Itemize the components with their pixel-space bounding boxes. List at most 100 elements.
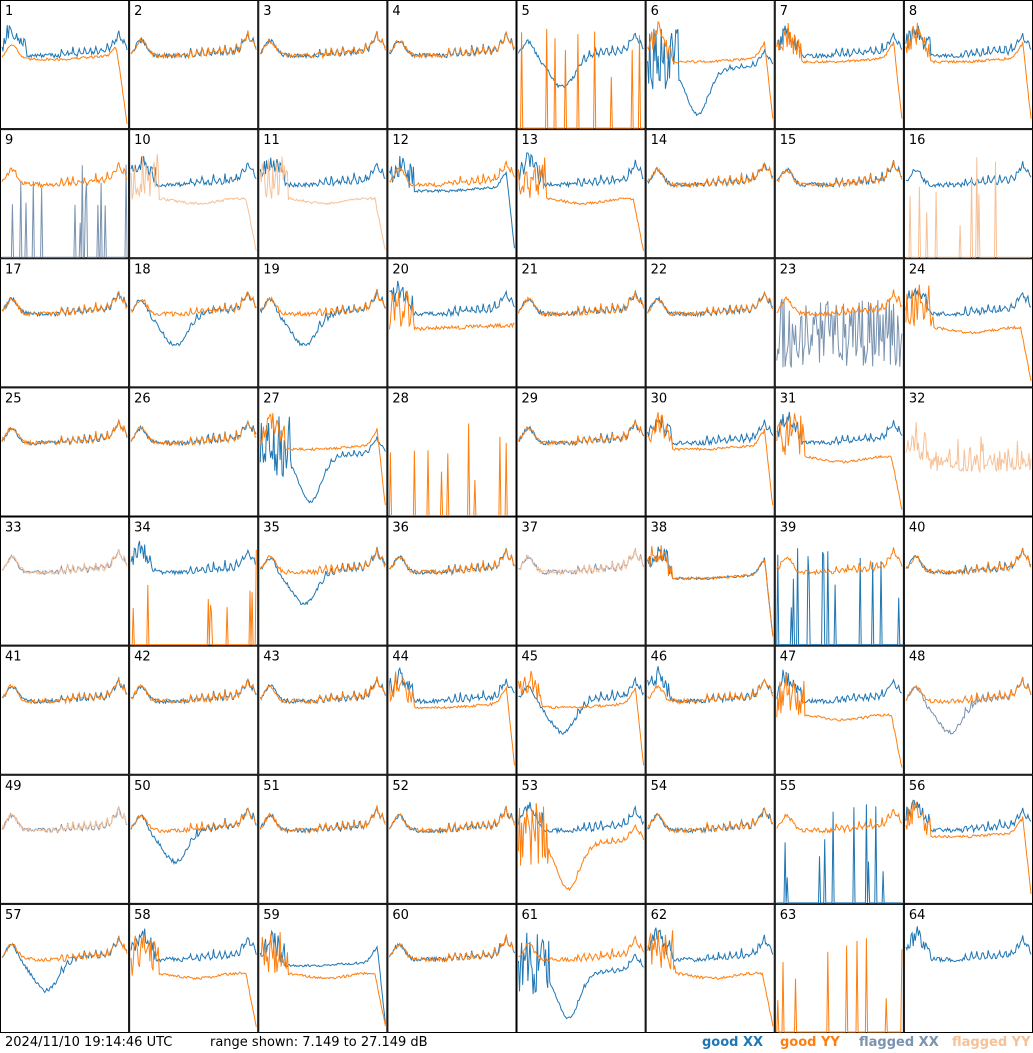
series-yy-14 xyxy=(647,163,774,189)
series-yy-15 xyxy=(776,160,903,189)
panel-21: 21 xyxy=(516,258,646,388)
panel-46: 46 xyxy=(645,645,775,775)
panel-label: 27 xyxy=(263,391,280,406)
panel-label: 13 xyxy=(522,133,539,148)
panel-label: 12 xyxy=(392,133,409,148)
series-xx-9 xyxy=(2,164,128,258)
series-xx-34 xyxy=(130,540,257,576)
series-xx-44 xyxy=(388,666,515,705)
panel-border xyxy=(0,645,130,775)
panel-label: 35 xyxy=(263,521,280,536)
series-yy-61 xyxy=(518,934,645,963)
panel-19: 19 xyxy=(258,258,388,388)
panel-6: 6 xyxy=(645,0,775,130)
series-xx-10 xyxy=(130,156,257,188)
series-yy-16 xyxy=(905,157,1031,258)
panel-58: 58 xyxy=(129,903,259,1033)
series-yy-53 xyxy=(518,803,645,892)
panel-4: 4 xyxy=(387,0,517,130)
panel-9: 9 xyxy=(0,129,130,259)
legend-good-xx: good XX xyxy=(702,1035,764,1050)
range-text: range shown: 7.149 to 27.149 dB xyxy=(210,1035,428,1050)
panel-63: 63 xyxy=(774,903,904,1033)
series-xx-27 xyxy=(259,416,386,504)
series-xx-58 xyxy=(130,928,257,963)
panel-border xyxy=(774,516,904,646)
panel-border xyxy=(0,258,130,388)
series-yy-3 xyxy=(260,31,386,60)
panel-label: 10 xyxy=(134,133,151,148)
panel-border xyxy=(129,129,259,259)
series-xx-30 xyxy=(647,416,774,447)
series-yy-40 xyxy=(905,548,1032,576)
panel-border xyxy=(903,129,1033,259)
panel-52: 52 xyxy=(387,774,517,904)
panel-label: 7 xyxy=(780,4,788,19)
panel-61: 61 xyxy=(516,903,646,1033)
series-xx-1 xyxy=(1,24,128,59)
panel-border xyxy=(129,774,259,904)
panel-label: 22 xyxy=(651,262,668,277)
panel-label: 29 xyxy=(522,391,539,406)
panel-border xyxy=(129,645,259,775)
series-yy-59 xyxy=(259,932,386,1027)
panel-border xyxy=(387,903,517,1033)
panel-34: 34 xyxy=(129,516,259,646)
panel-border xyxy=(774,129,904,259)
panel-border xyxy=(129,387,259,517)
panel-24: 24 xyxy=(903,258,1033,388)
panel-border xyxy=(516,258,646,388)
series-xx-43 xyxy=(259,679,386,705)
series-xx-36 xyxy=(389,547,515,577)
series-yy-45 xyxy=(518,670,645,766)
panel-border xyxy=(258,258,388,388)
series-yy-11 xyxy=(259,156,386,250)
series-yy-18 xyxy=(130,292,257,317)
panel-label: 28 xyxy=(392,391,409,406)
series-xx-64 xyxy=(905,926,1032,964)
series-xx-26 xyxy=(130,419,257,447)
series-xx-19 xyxy=(259,289,386,347)
series-xx-16 xyxy=(905,161,1032,189)
panel-label: 19 xyxy=(263,262,280,277)
series-yy-17 xyxy=(1,290,128,318)
series-xx-60 xyxy=(388,934,515,963)
panel-13: 13 xyxy=(516,129,646,259)
series-xx-20 xyxy=(389,280,515,318)
panel-label: 61 xyxy=(522,908,539,923)
panel-22: 22 xyxy=(645,258,775,388)
panel-label: 17 xyxy=(5,262,22,277)
series-yy-35 xyxy=(259,547,386,576)
panel-15: 15 xyxy=(774,129,904,259)
series-yy-50 xyxy=(130,807,257,834)
series-yy-32 xyxy=(905,422,1032,474)
panel-31: 31 xyxy=(774,387,904,517)
series-yy-39 xyxy=(776,547,903,576)
series-xx-56 xyxy=(905,799,1032,834)
panel-label: 6 xyxy=(651,4,659,19)
series-yy-49 xyxy=(1,807,128,833)
panel-35: 35 xyxy=(258,516,388,646)
panel-8: 8 xyxy=(903,0,1033,130)
panel-border xyxy=(387,645,517,775)
panel-label: 34 xyxy=(134,521,151,536)
panel-border xyxy=(903,774,1033,904)
panel-25: 25 xyxy=(0,387,130,517)
panel-border xyxy=(645,774,775,904)
panel-border xyxy=(903,645,1033,775)
series-yy-46 xyxy=(647,678,774,705)
series-yy-51 xyxy=(259,805,386,834)
panel-label: 58 xyxy=(134,908,151,923)
panel-label: 59 xyxy=(263,908,280,923)
panel-30: 30 xyxy=(645,387,775,517)
panel-label: 8 xyxy=(909,4,917,19)
series-yy-21 xyxy=(518,291,645,318)
panel-2: 2 xyxy=(129,0,259,130)
series-xx-45 xyxy=(518,676,645,735)
panel-55: 55 xyxy=(774,774,904,904)
series-xx-22 xyxy=(647,290,774,318)
panel-50: 50 xyxy=(129,774,259,904)
series-yy-4 xyxy=(388,30,515,59)
panel-border xyxy=(387,516,517,646)
panel-border xyxy=(903,0,1033,130)
